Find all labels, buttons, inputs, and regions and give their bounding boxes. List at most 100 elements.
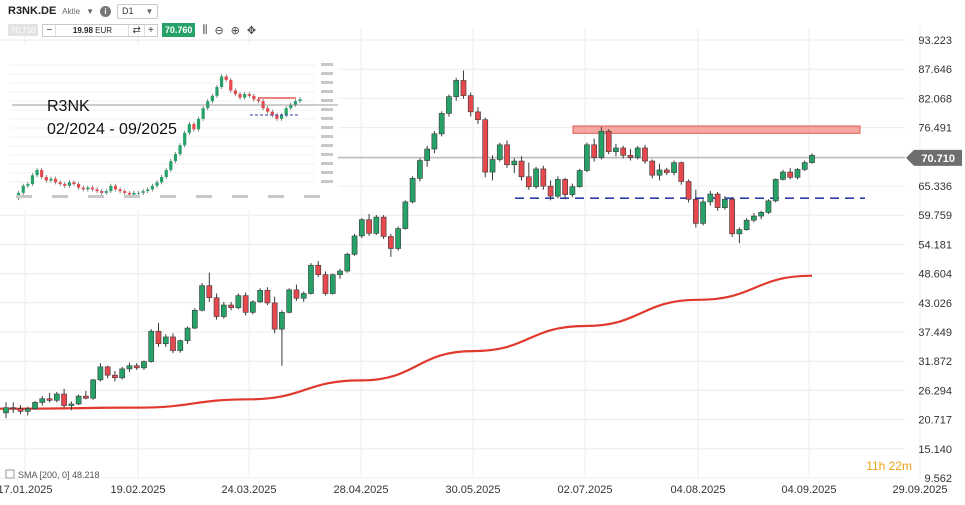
y-tick-label: 20.717 (918, 415, 952, 427)
inset-candle (150, 185, 154, 190)
inset-candle (30, 175, 35, 185)
inset-candle (252, 95, 256, 100)
candle-bullish (3, 407, 9, 414)
x-tick-label: 02.07.2025 (557, 484, 612, 496)
candle-bearish (242, 295, 249, 313)
candle-bullish (39, 398, 46, 403)
inset-candle (146, 189, 150, 192)
crosshair-move-icon[interactable]: ✥ (246, 24, 257, 37)
x-tick-label: 04.09.2025 (781, 484, 836, 496)
candle-bullish (409, 178, 416, 203)
quantity-field[interactable]: 19.98 EUR (55, 24, 130, 36)
symbol-dropdown-icon[interactable]: ▼ (86, 6, 95, 16)
sma-indicator-label: SMA [200, 0] 48.218 (18, 470, 100, 480)
candle-bullish (68, 403, 75, 406)
inset-x-tick (52, 195, 68, 198)
inset-y-tick (321, 63, 333, 66)
inset-candle (201, 108, 205, 119)
swap-icon[interactable]: ⇄ (129, 24, 145, 36)
candle-bearish (591, 144, 598, 158)
candle-bullish (141, 361, 147, 369)
candle-bullish (700, 201, 706, 224)
candle-bullish (584, 144, 590, 171)
inset-candle (169, 161, 173, 170)
decrease-quantity-button[interactable]: − (46, 24, 53, 36)
last-price-badge (906, 149, 962, 166)
candle-bullish (751, 215, 757, 221)
inset-candle (224, 76, 228, 80)
inset-y-tick (321, 72, 333, 75)
candle-bearish (729, 198, 735, 235)
candle-bearish (213, 297, 220, 317)
inset-candle (109, 185, 113, 192)
y-tick-label: 87.646 (918, 64, 952, 76)
inset-candle (183, 132, 187, 146)
symbol-label[interactable]: R3NK.DE (8, 5, 57, 17)
bars-settings-icon[interactable]: ⫼ (202, 23, 208, 36)
inset-candle (86, 187, 90, 190)
candle-bullish (431, 133, 438, 150)
inset-candle (247, 94, 251, 96)
candle-bearish (562, 179, 568, 195)
inset-candle (118, 189, 122, 192)
candle-bearish (620, 147, 627, 156)
inset-candle (173, 154, 178, 162)
inset-candle (238, 94, 242, 98)
sell-price-button[interactable]: 70.710 (8, 24, 39, 36)
x-tick-label: 04.08.2025 (670, 484, 725, 496)
x-tick-label: 30.05.2025 (445, 484, 500, 496)
candle-bullish (780, 171, 786, 180)
inset-candle (113, 185, 118, 190)
candle-bullish (395, 228, 401, 249)
candle-bullish (344, 253, 351, 272)
candle-bearish (714, 193, 721, 208)
indicator-checkbox[interactable] (5, 469, 15, 479)
inset-candle (76, 184, 81, 188)
candle-bearish (380, 216, 387, 237)
quantity-stepper[interactable]: − 19.98 EUR ⇄ + (42, 23, 158, 37)
inset-candle (279, 115, 284, 119)
candle-bearish (264, 290, 271, 304)
candle-bearish (460, 80, 467, 96)
candle-bearish (271, 302, 278, 330)
inset-candle (298, 99, 302, 102)
candle-bullish (24, 408, 31, 412)
y-tick-label: 59.759 (918, 210, 952, 222)
candle-bullish (235, 295, 242, 308)
inset-y-tick (321, 99, 333, 102)
inset-title: R3NK (47, 98, 90, 115)
resistance-zone[interactable] (572, 125, 861, 134)
timeframe-chevron-icon: ▼ (145, 6, 154, 16)
increase-quantity-button[interactable]: + (147, 24, 154, 36)
x-tick-label: 29.09.2025 (892, 484, 947, 496)
candle-bullish (809, 154, 815, 163)
candle-bullish (489, 159, 496, 173)
inset-subtitle: 02/2024 - 09/2025 (47, 121, 177, 138)
candle-bullish (53, 393, 60, 401)
buy-price-button[interactable]: 70.760 (161, 23, 196, 37)
x-tick-label: 17.01.2025 (0, 484, 53, 496)
info-icon[interactable]: i (100, 5, 112, 17)
x-tick-label: 28.04.2025 (333, 484, 388, 496)
candle-bullish (707, 193, 714, 203)
inset-y-tick (321, 144, 333, 147)
candle-bullish (90, 379, 96, 399)
y-tick-label: 76.491 (918, 123, 952, 135)
candle-bearish (518, 160, 525, 178)
inset-candle (100, 191, 104, 193)
timeframe-select[interactable]: D1 ▼ (117, 3, 159, 19)
inset-candle (104, 191, 108, 193)
x-tick-label: 24.03.2025 (221, 484, 276, 496)
zoom-in-icon[interactable]: ⊕ (230, 24, 240, 37)
candle-bearish (112, 374, 118, 379)
inset-candle (53, 178, 58, 183)
zoom-out-icon[interactable]: ⊖ (214, 24, 224, 37)
candle-bullish (308, 264, 314, 294)
candle-bearish (605, 130, 612, 152)
candle-bullish (337, 270, 343, 275)
inset-candle (81, 187, 85, 190)
candle-bullish (656, 169, 663, 176)
candle-bullish (329, 274, 336, 294)
